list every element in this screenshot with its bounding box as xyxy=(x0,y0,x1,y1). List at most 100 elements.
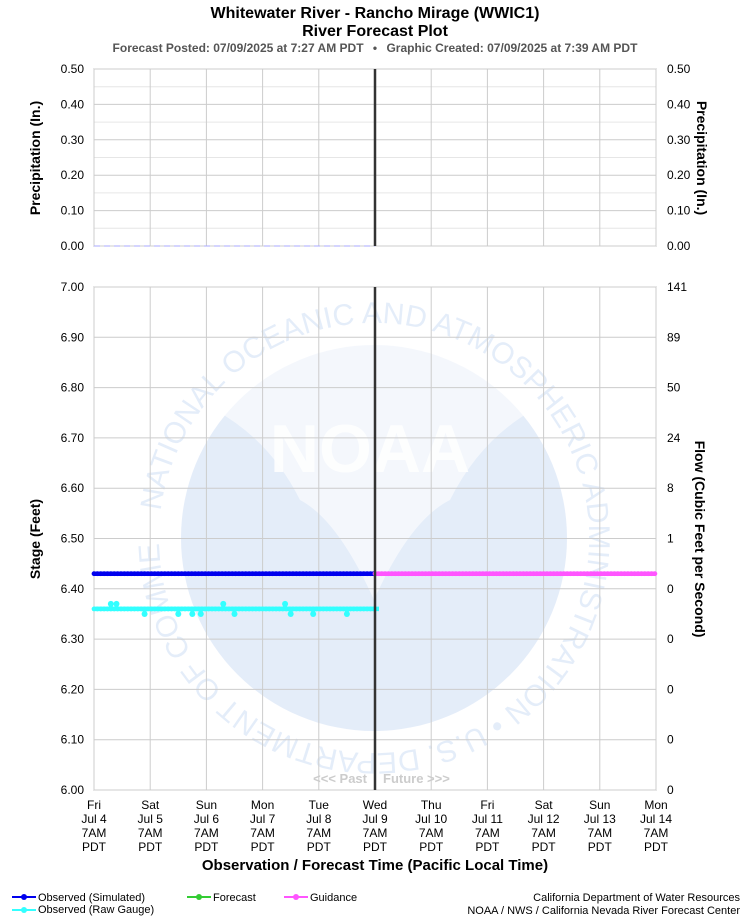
series-point-observed-raw-gauge xyxy=(179,606,185,612)
series-point-observed-simulated xyxy=(196,571,201,577)
series-point-observed-simulated xyxy=(270,571,276,577)
series-point-observed-raw-gauge xyxy=(206,606,212,612)
x-axis-label: Observation / Forecast Time (Pacific Loc… xyxy=(202,857,548,874)
series-point-observed-raw-gauge xyxy=(331,606,336,612)
series-point-observed-simulated xyxy=(273,571,279,577)
series-point-observed-simulated xyxy=(334,571,340,577)
series-point-observed-raw-gauge xyxy=(351,606,357,612)
series-point-observed-raw-gauge xyxy=(324,606,330,612)
legend-observed-simulated: Observed (Simulated) xyxy=(12,892,145,904)
series-point-observed-simulated xyxy=(310,571,316,577)
series-point-guidance xyxy=(534,571,540,577)
series-point-observed-simulated xyxy=(277,571,282,577)
series-point-guidance xyxy=(423,571,428,577)
series-point-guidance xyxy=(628,571,634,577)
series-point-observed-simulated xyxy=(132,571,137,577)
series-point-observed-simulated xyxy=(91,571,97,577)
series-point-guidance xyxy=(382,571,388,577)
series-point-observed-raw-gauge xyxy=(155,606,161,612)
precip-ytick-left: 0.30 xyxy=(61,133,85,147)
series-point-guidance xyxy=(416,571,422,577)
series-point-observed-simulated xyxy=(199,571,205,577)
series-point-observed-raw-gauge xyxy=(128,606,134,612)
series-point-observed-simulated xyxy=(148,571,154,577)
series-point-observed-simulated xyxy=(357,571,363,577)
precip-ytick-left: 0.40 xyxy=(61,97,85,111)
series-point-guidance xyxy=(480,571,486,577)
series-point-observed-raw-gauge xyxy=(337,606,343,612)
stage-ytick-left: 6.70 xyxy=(61,431,85,445)
series-point-guidance xyxy=(413,571,418,577)
separator-bullet: • xyxy=(373,41,377,55)
series-point-observed-simulated xyxy=(283,571,289,577)
graphic-created: Graphic Created: 07/09/2025 at 7:39 AM P… xyxy=(386,41,638,55)
series-point-guidance xyxy=(493,571,499,577)
stage-ytick-left: 6.00 xyxy=(61,783,85,797)
series-point-guidance xyxy=(608,571,614,577)
flow-ytick-right: 141 xyxy=(667,280,687,294)
series-point-observed-simulated xyxy=(219,571,225,577)
series-point-observed-raw-gauge xyxy=(300,606,306,612)
x-tick-label: Sun Jul 13 7AM PDT xyxy=(584,798,616,854)
series-point-observed-simulated xyxy=(290,571,296,577)
series-point-guidance xyxy=(456,571,462,577)
series-point-observed-raw-gauge xyxy=(98,606,104,612)
precip-ylabel-left: Precipitation (In.) xyxy=(27,101,43,215)
legend-marker-simulated xyxy=(21,894,27,900)
series-point-guidance xyxy=(460,571,466,577)
series-point-guidance xyxy=(429,571,435,577)
series-point-observed-raw-gauge xyxy=(182,606,188,612)
legend-marker-raw xyxy=(21,907,27,913)
series-point-guidance xyxy=(436,571,442,577)
flow-ytick-right: 8 xyxy=(667,481,674,495)
series-point-guidance xyxy=(638,571,644,577)
series-point-guidance xyxy=(645,571,651,577)
series-point-guidance xyxy=(618,571,624,577)
series-point-observed-simulated xyxy=(145,571,151,577)
series-point-observed-simulated xyxy=(253,571,259,577)
series-point-guidance xyxy=(446,571,452,577)
series-point-observed-simulated xyxy=(250,571,255,577)
series-point-guidance xyxy=(453,571,459,577)
series-point-observed-raw-gauge xyxy=(239,606,245,612)
series-point-guidance xyxy=(591,571,597,577)
series-point-observed-simulated xyxy=(138,571,144,577)
series-point-guidance xyxy=(487,571,493,577)
series-point-observed-raw-gauge xyxy=(273,606,279,612)
series-point-observed-raw-gauge xyxy=(361,606,367,612)
series-point-observed-simulated xyxy=(314,571,319,577)
series-point-guidance xyxy=(406,571,412,577)
series-point-observed-simulated xyxy=(246,571,252,577)
x-tick-label: Thu Jul 10 7AM PDT xyxy=(415,798,447,854)
series-point-observed-simulated xyxy=(226,571,232,577)
series-point-observed-raw-gauge xyxy=(364,606,370,612)
series-point-observed-simulated xyxy=(304,571,309,577)
series-point-observed-raw-gauge xyxy=(162,606,168,612)
series-point-observed-simulated xyxy=(341,571,346,577)
series-point-guidance xyxy=(520,571,526,577)
series-point-observed-raw-gauge xyxy=(216,606,222,612)
series-point-guidance xyxy=(581,571,587,577)
series-point-observed-simulated xyxy=(179,571,185,577)
series-point-guidance xyxy=(426,571,432,577)
series-point-guidance xyxy=(399,571,405,577)
series-point-guidance xyxy=(554,571,560,577)
series-point-observed-simulated xyxy=(239,571,245,577)
series-point-guidance xyxy=(588,571,594,577)
series-point-observed-simulated xyxy=(98,571,104,577)
future-label: Future >>> xyxy=(383,771,450,786)
series-point-guidance xyxy=(652,571,658,577)
series-point-observed-simulated xyxy=(223,571,228,577)
series-point-guidance xyxy=(547,571,553,577)
series-point-observed-simulated xyxy=(128,571,134,577)
legend-marker-forecast xyxy=(196,894,202,900)
flow-ytick-right: 89 xyxy=(667,330,681,344)
legend-label-simulated: Observed (Simulated) xyxy=(38,892,145,904)
series-point-guidance xyxy=(514,571,520,577)
series-point-observed-simulated xyxy=(324,571,330,577)
x-tick-label: Tue Jul 8 7AM PDT xyxy=(306,798,332,854)
series-point-guidance xyxy=(574,571,580,577)
series-point-observed-raw-gauge xyxy=(236,606,242,612)
flow-ytick-right: 1 xyxy=(667,532,674,546)
series-point-observed-raw-gauge xyxy=(256,606,262,612)
